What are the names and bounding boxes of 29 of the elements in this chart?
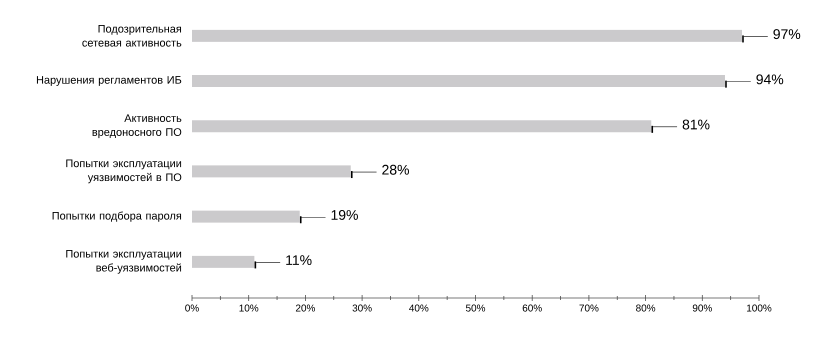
x-tick-label: 80% [636, 304, 656, 312]
x-tick-label: 10% [239, 304, 258, 312]
data-label: 19% [332, 210, 358, 220]
bar [192, 75, 725, 88]
data-label: 28% [382, 164, 409, 175]
x-tick-label: 40% [409, 304, 428, 312]
bar [192, 256, 254, 268]
x-tick-label: 30% [352, 304, 372, 312]
bar [192, 210, 300, 223]
y-tick-label: Нарушения регламентов ИБ [36, 76, 182, 86]
x-tick-label: 0% [185, 304, 199, 312]
y-tick-label: Попытки подбора пароля [52, 211, 182, 222]
bar [192, 30, 742, 42]
x-tick-label: 60% [522, 304, 542, 312]
x-tick-label: 100% [747, 304, 772, 312]
bar [192, 165, 351, 178]
data-label: 11% [286, 255, 312, 266]
x-tick-label: 90% [692, 304, 712, 312]
x-tick-label: 70% [579, 304, 599, 312]
y-tick-label: Попытки эксплуатации уязвимостей в ПО [66, 160, 182, 184]
x-tick-label: 20% [296, 304, 316, 312]
bar [192, 120, 652, 132]
data-label: 97% [773, 29, 800, 40]
y-tick-label: Подозрительная сетевая активность [82, 25, 182, 47]
data-label: 94% [756, 74, 784, 84]
y-tick-label: Активность вредоносного ПО [92, 114, 182, 138]
data-label: 81% [682, 120, 710, 130]
y-tick-label: Попытки эксплуатации веб-уязвимостей [66, 250, 182, 274]
x-tick-label: 50% [466, 304, 486, 312]
